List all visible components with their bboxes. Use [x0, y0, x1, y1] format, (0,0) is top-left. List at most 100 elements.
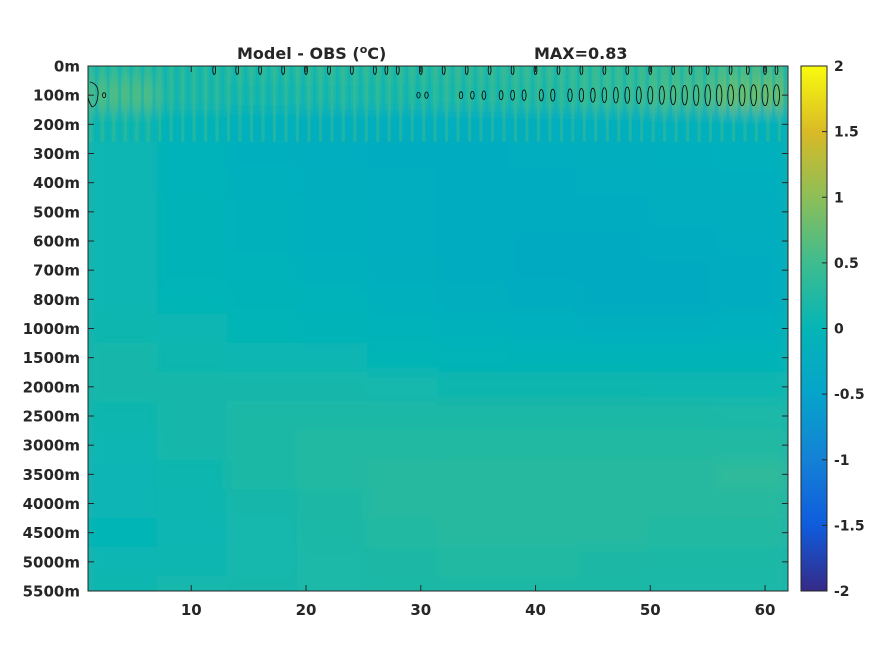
stripe-mark	[640, 66, 644, 142]
y-tick-label: 1000m	[23, 320, 80, 338]
stripe-mark	[674, 66, 678, 142]
heatmap-cell	[367, 226, 439, 257]
stripe-mark	[508, 66, 512, 142]
contour-line	[590, 87, 596, 103]
stripe-mark	[284, 66, 288, 142]
heatmap-cell	[437, 343, 509, 374]
stripe-mark	[445, 66, 449, 142]
heatmap-cell	[647, 518, 719, 549]
stripe-mark	[272, 66, 277, 142]
stripe-mark	[129, 66, 133, 142]
contour-line	[538, 89, 544, 102]
contour-line	[658, 85, 665, 105]
heatmap-cell	[577, 168, 649, 199]
stripe-mark	[708, 66, 713, 142]
heatmap-cell	[507, 401, 579, 432]
heatmap-cell	[507, 168, 579, 199]
contour-line	[521, 89, 527, 101]
stripe-mark	[140, 66, 145, 142]
contour-line	[613, 86, 619, 104]
heatmap-cell	[227, 313, 299, 345]
contour-line	[510, 89, 515, 101]
y-tick-label: 2500m	[23, 408, 80, 426]
heatmap-cell	[577, 430, 649, 461]
heatmap-cell	[367, 284, 439, 315]
heatmap-cell	[507, 547, 579, 578]
chart-title: Model - OBS (oC)	[237, 43, 386, 63]
heatmap-cell	[507, 255, 579, 286]
heatmap-cell	[157, 255, 229, 286]
stripe-mark	[663, 66, 667, 142]
stripe-mark	[255, 66, 259, 142]
heatmap-cell	[297, 488, 369, 520]
heatmap-cell	[647, 255, 719, 286]
heatmap-cell	[367, 547, 439, 578]
chart-title-text: Model - OBS (	[237, 44, 360, 63]
heatmap-cell	[647, 313, 719, 345]
stripe-mark	[427, 66, 431, 142]
heatmap-cell	[717, 284, 788, 315]
contour-line	[510, 66, 515, 75]
stripe-mark	[358, 66, 363, 142]
heatmap-cell	[227, 255, 299, 286]
stripe-mark	[290, 66, 294, 142]
heatmap-cell	[717, 518, 788, 549]
stripe-mark	[204, 66, 208, 142]
contour-line	[693, 84, 700, 106]
colorbar-tick-label: 2	[834, 59, 844, 75]
heatmap-cell	[227, 284, 299, 315]
y-tick-label: 100m	[33, 87, 80, 105]
stripe-mark	[473, 66, 477, 142]
heatmap-cell	[647, 576, 719, 591]
y-tick-label: 5000m	[23, 553, 80, 571]
surface-stripes	[89, 66, 787, 142]
stripe-mark	[496, 66, 500, 142]
colorbar-tick-label: -1.5	[834, 518, 865, 534]
heatmap-cell	[297, 109, 369, 140]
stripe-mark	[577, 66, 581, 142]
contour-line	[327, 66, 331, 75]
heatmap-cell	[647, 343, 719, 374]
heatmap-cell	[227, 488, 299, 520]
stripe-mark	[783, 66, 787, 142]
stripe-mark	[720, 66, 724, 142]
y-tick-label: 600m	[33, 233, 80, 251]
contour-line	[579, 66, 584, 75]
contour-line	[635, 86, 642, 104]
y-tick-label: 700m	[33, 262, 80, 280]
y-tick-label: 800m	[33, 291, 80, 309]
stripe-mark	[594, 66, 598, 142]
heatmap-cell	[367, 255, 439, 286]
x-tick-label: 50	[640, 601, 661, 619]
colorbar-tick-label: 0.5	[834, 256, 859, 272]
heatmap-cell	[367, 109, 439, 140]
heatmap-cell	[157, 518, 229, 549]
stripe-mark	[95, 66, 99, 142]
heatmap-cell	[577, 576, 649, 591]
stripe-mark	[617, 66, 621, 142]
heatmap-cell	[157, 343, 229, 374]
contour-line	[681, 84, 688, 106]
stripe-mark	[100, 66, 104, 142]
stripe-mark	[152, 66, 156, 142]
stripe-mark	[502, 66, 506, 142]
heatmap-cell	[88, 430, 159, 461]
heatmap-cell	[88, 138, 159, 170]
stripe-mark	[221, 66, 225, 142]
stripe-mark	[123, 66, 127, 142]
contour-line	[384, 66, 389, 75]
heatmap-cell	[227, 343, 299, 374]
y-tick-label: 5500m	[23, 583, 80, 601]
heatmap-cell	[577, 255, 649, 286]
stripe-mark	[249, 66, 254, 142]
stripe-mark	[749, 66, 753, 142]
contour-line	[373, 66, 377, 75]
contour-line	[774, 66, 779, 75]
heatmap-cell	[88, 401, 159, 432]
stripe-mark	[743, 66, 747, 142]
stripe-mark	[754, 66, 758, 142]
heatmap-cell	[647, 197, 719, 228]
heatmap-cell	[717, 138, 788, 170]
heatmap-cell	[437, 284, 509, 315]
